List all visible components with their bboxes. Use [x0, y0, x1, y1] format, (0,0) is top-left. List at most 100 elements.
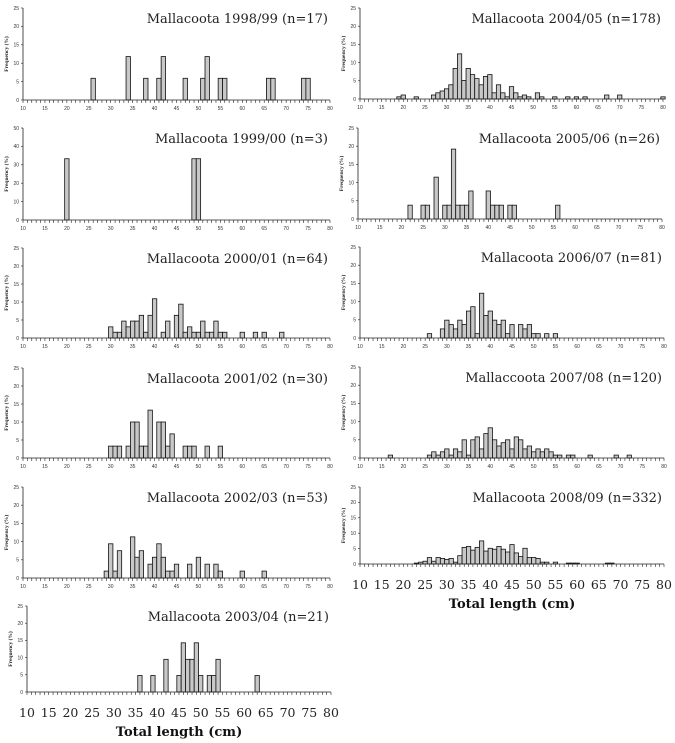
histogram-bar	[500, 319, 506, 339]
histogram-bar	[463, 204, 470, 220]
x-tick-label: 10	[20, 226, 26, 232]
histogram-bar	[173, 314, 180, 339]
histogram-bar	[424, 204, 431, 220]
histogram-bar	[130, 421, 136, 459]
histogram-bar	[108, 543, 114, 579]
x-tick-label: 35	[130, 344, 136, 350]
y-tick-label: 25	[350, 6, 356, 12]
histogram-panel: 0 5 10 15 20 25 10 15 20 25 30 35 40 45 50 55 60 65 70 75 80…	[3, 485, 333, 590]
x-tick-label: 60	[240, 584, 246, 590]
y-tick-label: 25	[350, 245, 356, 251]
y-tick-label: 10	[348, 180, 354, 186]
histogram-bar	[461, 546, 467, 565]
histogram-bar	[509, 324, 515, 339]
x-tick-label: 25	[86, 226, 92, 232]
histogram-bar	[483, 433, 489, 459]
histogram-bar	[189, 658, 195, 693]
histogram-bar	[204, 56, 210, 101]
histogram-bar	[108, 445, 114, 459]
x-tick-label: 80	[327, 464, 333, 470]
histogram-bar	[459, 204, 465, 220]
x-tick-label: 50	[196, 106, 202, 112]
y-tick-label: 20	[350, 24, 356, 30]
x-tick-label: 50	[196, 226, 202, 232]
x-tick-label: 20	[401, 464, 407, 470]
panel-title: Mallacoota 2000/01 (n=64)	[147, 252, 328, 267]
y-tick-label: 5	[20, 673, 23, 679]
x-tick-label: 45	[174, 464, 180, 470]
x-tick-label: 25	[420, 225, 426, 231]
x-tick-label: 20	[399, 225, 405, 231]
histogram-bar	[151, 556, 158, 579]
x-tick-label: 80	[327, 106, 333, 112]
histogram-bar	[485, 190, 491, 220]
histogram-bar	[522, 448, 528, 459]
x-tick-label: 45	[509, 344, 515, 350]
y-tick-label: 5	[353, 318, 356, 324]
x-tick-label: 65	[591, 577, 607, 592]
panel-title: Mallacoota 1999/00 (n=3)	[155, 132, 328, 147]
y-axis-label: Frequency (%)	[3, 275, 10, 311]
histogram-bar	[535, 558, 541, 565]
histogram-bar	[468, 190, 474, 220]
y-tick-label: 5	[351, 199, 354, 205]
histogram-bar	[457, 319, 463, 339]
histogram-bar	[521, 94, 528, 100]
histogram-bar	[465, 454, 472, 459]
histogram-bar	[279, 331, 285, 339]
histogram-bar	[431, 94, 437, 100]
histogram-bar	[496, 546, 502, 565]
x-tick-label: 15	[379, 464, 385, 470]
y-tick-label: 5	[16, 79, 19, 85]
x-tick-label: 80	[327, 226, 333, 232]
histogram-bar	[134, 556, 140, 579]
histogram-bar	[147, 314, 153, 339]
histogram-bar	[509, 544, 515, 565]
histogram-bar	[193, 642, 199, 693]
x-tick-label: 15	[42, 344, 48, 350]
histogram-panel: 0 5 10 15 20 25 10 15 20 25 30 35 40 45 50 55 60 65 70 75 80…	[3, 6, 333, 112]
y-tick-label: 20	[17, 621, 23, 627]
x-tick-label: 10	[352, 577, 368, 592]
histogram-bar	[494, 204, 500, 220]
histogram-bar	[169, 570, 175, 579]
histogram-bar	[165, 320, 171, 339]
histogram-bar	[156, 77, 162, 101]
histogram-bar	[505, 333, 511, 339]
histogram-bar	[206, 675, 212, 693]
x-tick-label: 35	[461, 577, 477, 592]
histogram-bar	[531, 451, 537, 459]
x-tick-label: 55	[551, 225, 557, 231]
histogram-bar	[151, 298, 158, 339]
x-tick-label: 80	[659, 225, 665, 231]
y-tick-label: 50	[13, 126, 19, 132]
histogram-panel: 0 5 10 15 20 25 10 15 20 25 30 35 40 45 50 55 60 65 70 75 80…	[338, 126, 665, 231]
histogram-bar	[474, 78, 480, 100]
histogram-bar	[513, 552, 519, 565]
histogram-bar	[252, 331, 259, 339]
x-tick-label: 25	[86, 584, 92, 590]
histogram-bar	[487, 547, 493, 565]
histogram-bar	[439, 90, 445, 100]
histogram-bar	[187, 326, 193, 339]
x-tick-label: 15	[42, 106, 48, 112]
histogram-bar	[420, 204, 426, 220]
histogram-bar	[200, 77, 206, 101]
histogram-bar	[150, 675, 156, 693]
x-tick-label: 45	[509, 105, 515, 111]
histogram-bar	[435, 557, 441, 565]
x-tick-label: 75	[305, 106, 311, 112]
histogram-bar	[617, 94, 623, 100]
histogram-bar	[487, 310, 493, 339]
histogram-bar	[457, 555, 463, 565]
x-tick-label: 60	[240, 106, 246, 112]
histogram-bar	[500, 92, 506, 100]
histogram-bar	[138, 550, 145, 579]
histogram-bar	[261, 570, 267, 579]
histogram-bar	[487, 74, 493, 100]
histogram-bar	[426, 557, 433, 565]
histogram-bar	[474, 546, 480, 565]
histogram-bar	[478, 84, 484, 100]
x-tick-label: 80	[660, 105, 666, 111]
y-tick-label: 20	[13, 181, 19, 187]
